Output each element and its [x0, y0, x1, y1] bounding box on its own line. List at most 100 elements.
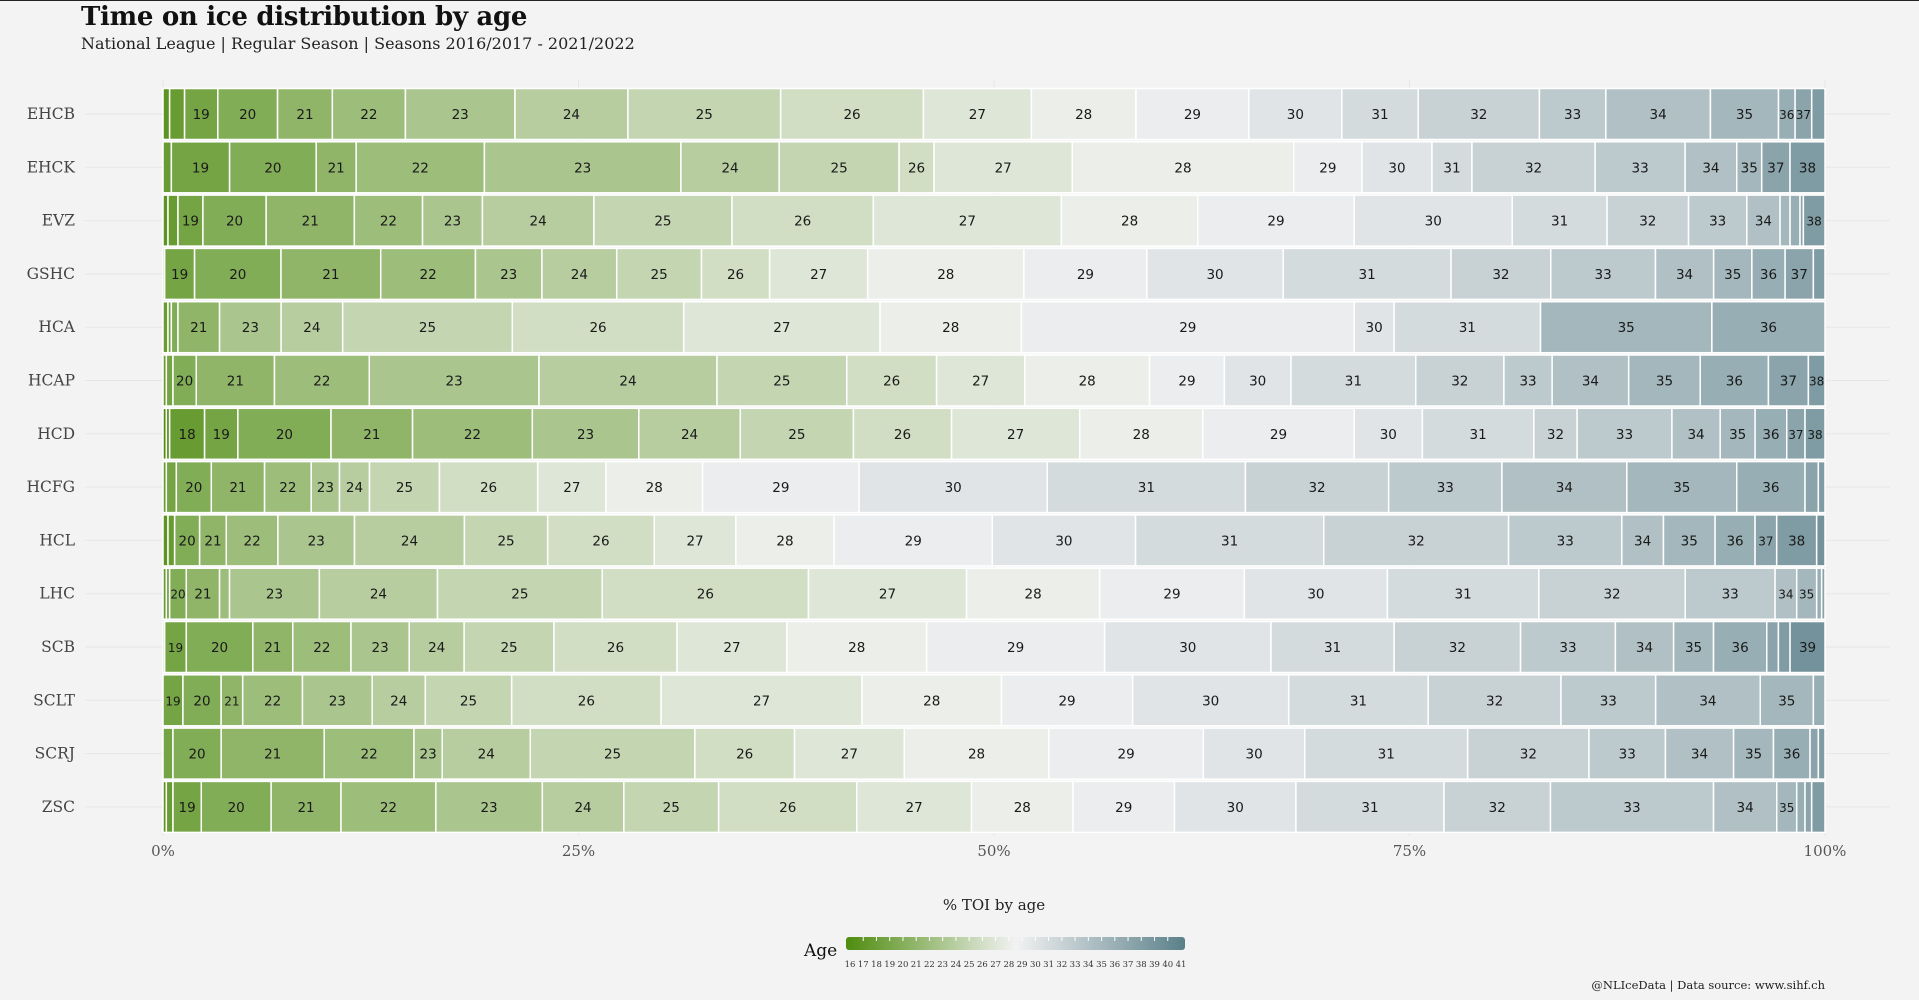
bars: 19 20 21 22 23 24 25 26 27 28 29 30 31 32 33 34 35 36 3719… — [162, 87, 1826, 834]
bar-segment-age-22 — [323, 727, 415, 780]
team-label: HCD — [37, 425, 75, 443]
bar-segment-age-25 — [463, 620, 555, 674]
bar-segment-age-18 — [168, 87, 186, 141]
bar-segment-age-26 — [700, 247, 771, 301]
bar-segment-age-34 — [1654, 247, 1715, 301]
bar-segment-age-33 — [1687, 194, 1748, 247]
bar-segment-age-20 — [173, 514, 201, 567]
segment-data-label: 34 — [1699, 693, 1716, 709]
segment-data-label: 27 — [563, 480, 580, 496]
bar-segment-age-32 — [1471, 141, 1596, 194]
bar-segment-age-21 — [252, 620, 294, 674]
bar-segment-age-37 — [1766, 620, 1780, 674]
segment-data-label: 30 — [1206, 267, 1223, 283]
bar-segment-age-22 — [273, 354, 371, 407]
bar-segment-age-28 — [786, 620, 928, 674]
bar-segment-age-28 — [605, 460, 704, 514]
segment-data-label: 20 — [276, 427, 293, 443]
segment-data-label: 34 — [1650, 107, 1667, 123]
bar-segment-age-29 — [833, 514, 994, 567]
segment-data-label: 23 — [308, 533, 325, 549]
segment-data-label: 29 — [1184, 107, 1201, 123]
bar-segment-age-23 — [483, 141, 682, 194]
segment-data-label: 32 — [1449, 640, 1466, 656]
bar-row-lhc: 20 21 23 24 25 26 27 28 29 30 31 32 33 34 35 — [162, 567, 1826, 620]
bar-segment-age-27 — [793, 727, 906, 780]
segment-data-label: 19 — [171, 267, 188, 283]
segment-data-label: 29 — [1267, 214, 1284, 230]
segment-data-label: 29 — [1319, 160, 1336, 176]
bar-segment-age-32 — [1244, 460, 1390, 514]
bar-segment-age-21 — [280, 247, 382, 301]
bar-segment-age-22 — [225, 514, 279, 567]
segment-data-label: 38 — [1799, 160, 1816, 176]
bar-segment-age-24 — [538, 354, 718, 407]
legend-tick-label: 18 — [871, 960, 882, 970]
segment-data-label: 28 — [848, 640, 865, 656]
segment-data-label: 32 — [1603, 587, 1620, 603]
bar-segment-age-34 — [1746, 194, 1781, 247]
bar-segment-age-18 — [168, 407, 206, 461]
segment-data-label: 34 — [1778, 588, 1793, 602]
segment-data-label: 19 — [193, 107, 210, 123]
bar-segment-age-25 — [739, 407, 855, 461]
segment-data-label: 21 — [204, 533, 221, 549]
bar-segment-age-36 — [1712, 620, 1768, 674]
bar-segment-age-24 — [338, 460, 371, 514]
segment-data-label: 32 — [1525, 160, 1542, 176]
segment-data-label: 20 — [176, 374, 193, 390]
bar-segment-age-32 — [1606, 194, 1690, 247]
bar-segment-age-31 — [1287, 674, 1429, 727]
bar-segment-age-22 — [411, 407, 534, 461]
segment-data-label: 28 — [776, 533, 793, 549]
segment-data-label: 32 — [1470, 107, 1487, 123]
bar-segment-age-23 — [218, 300, 282, 354]
bar-segment-age-20 — [200, 780, 272, 834]
segment-data-label: 34 — [1687, 427, 1704, 443]
bar-segment-age-19 — [165, 460, 178, 514]
bar-segment-age-23 — [368, 354, 540, 407]
bar-segment-age-34 — [1664, 727, 1735, 780]
segment-data-label: 31 — [1345, 374, 1362, 390]
bar-segment-age-38 — [1789, 141, 1826, 194]
bar-segment-age-34 — [1654, 674, 1761, 727]
segment-data-label: 24 — [530, 214, 547, 230]
bar-segment-age-36 — [1772, 727, 1811, 780]
bar-segment-age-27 — [855, 780, 973, 834]
segment-data-label: 28 — [1079, 374, 1096, 390]
bar-segment-age-25 — [529, 727, 696, 780]
bar-segment-age-34 — [1684, 141, 1738, 194]
bar-segment-age-36 — [1795, 780, 1806, 834]
segment-data-label: 21 — [328, 160, 345, 176]
segment-data-label: 26 — [779, 800, 796, 816]
segment-data-label: 27 — [879, 587, 896, 603]
segment-data-label: 22 — [313, 374, 330, 390]
segment-data-label: 21 — [322, 267, 339, 283]
segment-data-label: 21 — [264, 640, 281, 656]
legend-tick-label: 40 — [1162, 960, 1173, 970]
bar-segment-age-33 — [1588, 727, 1667, 780]
bar-segment-age-27 — [653, 514, 737, 567]
segment-data-label: 31 — [1361, 800, 1378, 816]
segment-data-label: 25 — [511, 587, 528, 603]
segment-data-label: 20 — [228, 800, 245, 816]
bar-segment-age-19 — [165, 354, 174, 407]
x-tick-label: 75% — [1393, 842, 1426, 860]
bar-segment-age-18 — [167, 514, 176, 567]
bar-segment-age-32 — [1443, 780, 1552, 834]
bar-segment-age-29 — [925, 620, 1106, 674]
bar-segment-age-23 — [531, 407, 640, 461]
bar-segment-age-22 — [331, 87, 407, 141]
bar-segment-age-28 — [1024, 354, 1151, 407]
bar-segment-age-39 — [1815, 514, 1826, 567]
legend-ticks: 16 17 18 19 20 21 22 23 24 25 26 27 28 29 30 31 32 33 34 35… — [845, 937, 1186, 970]
segment-data-label: 26 — [697, 587, 714, 603]
bar-segment-age-21 — [195, 354, 276, 407]
bar-segment-age-28 — [861, 674, 1003, 727]
segment-data-label: 24 — [370, 587, 387, 603]
segment-data-label: 28 — [1025, 587, 1042, 603]
x-tick-label: 100% — [1804, 842, 1847, 860]
bar-segment-age-37 — [1809, 727, 1820, 780]
bar-segment-age-29 — [1020, 300, 1355, 354]
bar-row-hcfg: 20 21 22 23 24 25 26 27 28 29 30 31 32 33 34 35 36 — [162, 460, 1826, 514]
